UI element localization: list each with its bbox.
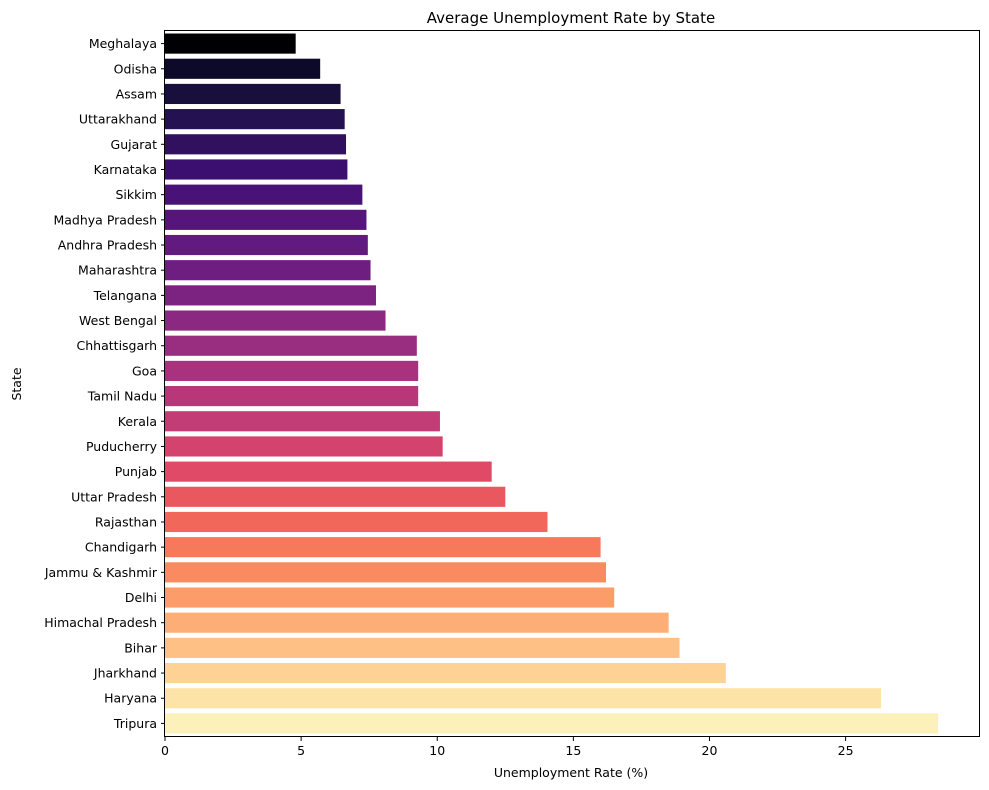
y-tick-label: Maharashtra	[78, 263, 157, 278]
y-tick-label: Jammu & Kashmir	[44, 565, 158, 580]
y-tick-label: Uttarakhand	[79, 112, 157, 127]
y-tick-label: Rajasthan	[95, 514, 157, 529]
bar-chandigarh	[165, 537, 601, 558]
bar-telangana	[165, 285, 376, 306]
bar-chhattisgarh	[165, 335, 417, 356]
bar-delhi	[165, 587, 615, 608]
bar-punjab	[165, 461, 492, 482]
bar-uttarakhand	[165, 109, 345, 130]
bar-madhya-pradesh	[165, 209, 367, 230]
y-tick-label: Andhra Pradesh	[58, 238, 157, 253]
bar-tripura	[165, 713, 939, 734]
x-tick-label: 10	[429, 743, 445, 758]
bar-sikkim	[165, 184, 363, 205]
y-tick-label: Gujarat	[111, 137, 158, 152]
x-tick-label: 0	[161, 743, 169, 758]
bar-uttar-pradesh	[165, 486, 506, 507]
bar-himachal-pradesh	[165, 612, 669, 633]
y-tick-label: Himachal Pradesh	[44, 615, 157, 630]
y-tick-label: Punjab	[115, 464, 157, 479]
y-tick-label: Sikkim	[115, 187, 157, 202]
bar-west-bengal	[165, 310, 386, 331]
bar-tamil-nadu	[165, 386, 419, 407]
bar-haryana	[165, 688, 881, 709]
y-tick-label: Tamil Nadu	[87, 389, 157, 404]
plot-frame	[164, 30, 980, 737]
y-tick-label: Goa	[132, 363, 157, 378]
y-tick-label: Meghalaya	[89, 36, 157, 51]
y-tick-label: Karnataka	[94, 162, 157, 177]
y-tick-label: Tripura	[113, 716, 157, 731]
bar-gujarat	[165, 134, 347, 155]
bar-goa	[165, 360, 419, 381]
y-tick-label: Odisha	[114, 61, 157, 76]
y-tick-label: Kerala	[118, 414, 157, 429]
x-tick-label: 15	[565, 743, 581, 758]
bar-jammu-kashmir	[165, 562, 607, 583]
bar-meghalaya	[165, 33, 296, 54]
y-tick-label: Jharkhand	[93, 666, 157, 681]
bar-puducherry	[165, 436, 443, 457]
bar-assam	[165, 83, 341, 105]
bar-maharashtra	[165, 260, 371, 281]
y-tick-label: Uttar Pradesh	[71, 489, 157, 504]
y-tick-label: Bihar	[124, 640, 158, 655]
y-tick-label: Puducherry	[86, 439, 158, 454]
bars-group	[165, 33, 939, 734]
y-tick-label: West Bengal	[79, 313, 157, 328]
bar-kerala	[165, 411, 440, 432]
bar-andhra-pradesh	[165, 234, 368, 256]
bar-bihar	[165, 637, 680, 658]
y-tick-label: Assam	[116, 86, 157, 101]
y-axis-label: State	[9, 367, 24, 400]
y-tick-label: Telangana	[93, 288, 157, 303]
x-ticks: 0 5 10 15 20 25	[161, 736, 854, 758]
y-tick-label: Delhi	[125, 590, 157, 605]
chart-title: Average Unemployment Rate by State	[427, 9, 715, 27]
bar-karnataka	[165, 159, 348, 180]
x-tick-label: 20	[702, 743, 718, 758]
y-tick-label: Haryana	[104, 691, 157, 706]
y-tick-label: Chhattisgarh	[77, 338, 157, 353]
y-tick-label: Madhya Pradesh	[53, 212, 157, 227]
x-axis-label: Unemployment Rate (%)	[494, 765, 648, 780]
bar-odisha	[165, 58, 321, 79]
y-tick-label: Chandigarh	[85, 540, 157, 555]
x-tick-label: 5	[297, 743, 305, 758]
bar-jharkhand	[165, 662, 726, 684]
x-tick-label: 25	[838, 743, 854, 758]
y-tick-labels: Meghalaya Odisha Assam Uttarakhand Gujarat Ka…	[44, 36, 165, 731]
bar-rajasthan	[165, 511, 548, 533]
